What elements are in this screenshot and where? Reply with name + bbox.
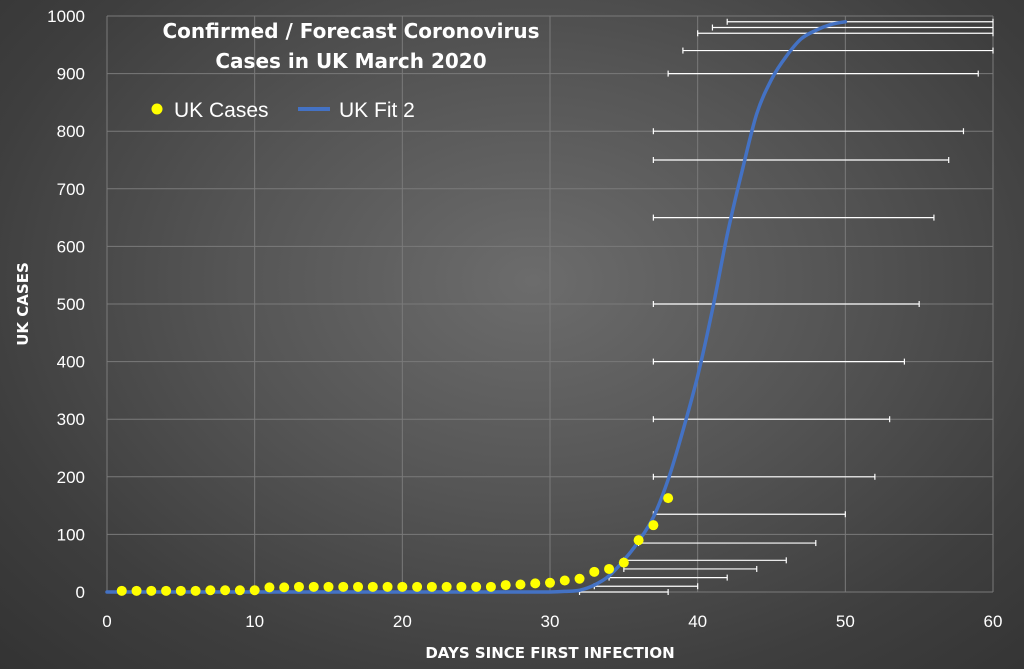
error-bar	[652, 473, 876, 480]
data-point	[131, 585, 142, 596]
data-point	[249, 585, 260, 596]
data-point	[618, 557, 629, 568]
error-bar	[652, 128, 965, 135]
error-bar	[623, 557, 787, 564]
data-point	[190, 585, 201, 596]
gridlines	[106, 15, 994, 593]
data-point	[604, 563, 615, 574]
data-point	[308, 581, 319, 592]
x-tick-label: 60	[984, 612, 1003, 631]
data-point	[146, 585, 157, 596]
legend-marker-uk-cases	[151, 103, 163, 115]
error-bar	[711, 24, 994, 31]
data-point	[515, 579, 526, 590]
data-point	[382, 581, 393, 592]
error-bar	[608, 574, 728, 581]
y-tick-label: 1000	[47, 7, 85, 26]
data-point	[574, 573, 585, 584]
data-point	[353, 581, 364, 592]
y-tick-label: 100	[57, 525, 85, 544]
x-tick-label: 20	[393, 612, 412, 631]
legend-label-uk-cases: UK Cases	[174, 99, 269, 122]
error-bar	[652, 214, 935, 221]
y-tick-label: 400	[57, 353, 85, 372]
y-tick-label: 0	[76, 583, 85, 602]
error-bar	[623, 565, 758, 572]
data-point	[441, 581, 452, 592]
data-point	[530, 578, 541, 589]
data-point	[456, 581, 467, 592]
legend-label-uk-fit-2: UK Fit 2	[339, 99, 415, 122]
x-tick-label: 30	[541, 612, 560, 631]
error-bar	[652, 301, 920, 307]
y-tick-label: 200	[57, 468, 85, 487]
chart-title-line-1: Confirmed / Forecast Coronovirus	[163, 19, 540, 43]
data-point	[264, 582, 275, 593]
data-point	[500, 580, 511, 591]
y-tick-label: 300	[57, 410, 85, 429]
data-point	[589, 566, 600, 577]
y-tick-label: 800	[57, 122, 85, 141]
x-axis-title: DAYS SINCE FIRST INFECTION	[425, 644, 674, 662]
x-tick-label: 0	[102, 612, 111, 631]
x-tick-label: 10	[245, 612, 264, 631]
y-tick-labels: 0 100 200 300 400 500 600 700 800 900 1000	[47, 7, 85, 602]
y-tick-label: 500	[57, 295, 85, 314]
x-tick-labels: 0 10 20 30 40 50 60	[102, 612, 1002, 631]
data-point	[663, 493, 674, 504]
data-point	[367, 581, 378, 592]
data-point	[161, 585, 172, 596]
data-point	[234, 585, 245, 596]
data-point	[412, 581, 423, 592]
data-point	[279, 582, 290, 593]
fit-line-uk-fit-2	[105, 20, 848, 594]
data-point	[633, 535, 644, 546]
error-bar	[637, 540, 817, 547]
legend: UK Cases UK Fit 2	[151, 99, 415, 122]
error-bar	[682, 47, 994, 54]
x-tick-label: 50	[836, 612, 855, 631]
chart-title-line-2: Cases in UK March 2020	[215, 49, 486, 73]
error-bar	[652, 157, 950, 163]
error-bar	[667, 70, 979, 77]
y-tick-label: 900	[57, 65, 85, 84]
data-point	[471, 581, 482, 592]
error-bar	[652, 511, 846, 518]
data-point	[293, 581, 304, 592]
error-bar	[726, 18, 994, 25]
data-point	[559, 575, 570, 586]
data-point	[205, 585, 216, 596]
data-point	[545, 577, 555, 588]
y-tick-label: 700	[57, 180, 85, 199]
y-tick-label: 600	[57, 237, 85, 256]
data-point	[175, 585, 186, 596]
data-point	[485, 581, 496, 592]
error-bar	[697, 30, 994, 37]
data-point	[116, 585, 127, 596]
error-bar	[593, 583, 699, 590]
data-points-uk-cases	[116, 493, 674, 596]
x-tick-label: 40	[688, 612, 707, 631]
error-bars	[578, 18, 994, 595]
data-point	[397, 581, 408, 592]
y-axis-title: UK CASES	[14, 262, 32, 346]
data-point	[648, 520, 659, 531]
error-bar	[652, 416, 891, 423]
data-point	[220, 585, 231, 596]
error-bar	[578, 589, 669, 595]
data-point	[426, 581, 437, 592]
error-bar	[652, 358, 906, 365]
data-point	[323, 581, 334, 592]
data-point	[338, 581, 349, 592]
